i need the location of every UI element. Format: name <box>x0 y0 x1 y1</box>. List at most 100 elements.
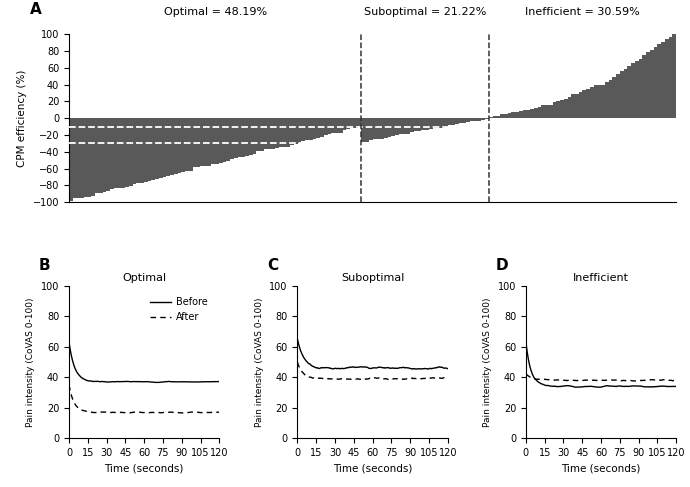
Bar <box>129 118 132 186</box>
Bar <box>193 118 197 168</box>
Bar <box>320 118 324 137</box>
Bar <box>69 118 72 201</box>
Y-axis label: CPM efficiency (%): CPM efficiency (%) <box>17 70 27 167</box>
Bar <box>178 118 181 173</box>
Y-axis label: Pain intensity (CoVAS 0-100): Pain intensity (CoVAS 0-100) <box>255 297 264 427</box>
Bar <box>185 118 189 171</box>
Bar <box>197 118 200 167</box>
Bar <box>477 118 482 121</box>
Bar <box>564 99 567 118</box>
Bar <box>549 105 553 118</box>
Bar <box>159 118 163 178</box>
Bar <box>144 118 148 182</box>
Bar <box>268 118 271 149</box>
Bar <box>504 114 508 118</box>
Bar <box>328 118 331 133</box>
Bar <box>155 118 159 179</box>
Bar <box>365 118 369 142</box>
Bar <box>410 118 414 132</box>
Bar <box>279 118 283 147</box>
Bar <box>163 118 166 177</box>
Bar <box>215 118 219 164</box>
Bar <box>376 118 380 139</box>
Bar <box>152 118 155 180</box>
Bar <box>275 118 279 149</box>
Bar <box>264 118 268 150</box>
Bar <box>444 118 448 127</box>
Text: Inefficient = 30.59%: Inefficient = 30.59% <box>525 7 640 17</box>
Bar <box>309 118 313 140</box>
Bar <box>500 114 504 118</box>
Bar <box>343 118 346 130</box>
Bar <box>395 118 399 135</box>
Text: Suboptimal = 21.22%: Suboptimal = 21.22% <box>364 7 486 17</box>
Bar <box>661 42 665 118</box>
Bar <box>620 71 624 118</box>
Bar <box>436 118 440 129</box>
Bar <box>433 118 436 129</box>
Bar <box>571 94 575 118</box>
Bar <box>174 118 178 174</box>
Bar <box>140 118 144 183</box>
Bar <box>88 118 92 197</box>
Bar <box>579 92 582 118</box>
Bar <box>72 118 77 198</box>
Bar <box>391 118 395 136</box>
Bar <box>125 118 129 187</box>
Bar <box>350 118 354 129</box>
Bar <box>189 118 193 171</box>
Bar <box>114 118 118 188</box>
Bar <box>422 118 425 130</box>
Bar <box>226 118 230 161</box>
Bar <box>283 118 286 147</box>
Bar <box>462 118 466 123</box>
Bar <box>92 118 95 196</box>
Y-axis label: Pain intensity (CoVAS 0-100): Pain intensity (CoVAS 0-100) <box>483 297 492 427</box>
Bar <box>286 118 290 147</box>
Bar <box>474 118 477 121</box>
Bar <box>647 52 650 118</box>
Bar <box>302 118 305 141</box>
Text: Optimal = 48.19%: Optimal = 48.19% <box>164 7 267 17</box>
Bar <box>428 118 433 129</box>
Bar <box>545 105 549 118</box>
Bar <box>511 112 515 118</box>
Bar <box>624 69 627 118</box>
Bar <box>335 118 339 133</box>
Text: C: C <box>268 258 279 273</box>
Bar <box>305 118 309 140</box>
X-axis label: Time (seconds): Time (seconds) <box>562 464 641 473</box>
Bar <box>373 118 376 139</box>
Bar <box>650 51 653 118</box>
Bar <box>223 118 226 162</box>
Bar <box>482 118 485 120</box>
Bar <box>489 117 493 118</box>
Bar <box>354 118 357 128</box>
Bar <box>208 118 211 166</box>
Bar <box>211 118 215 164</box>
Title: Inefficient: Inefficient <box>573 273 629 283</box>
Bar <box>459 118 462 123</box>
Bar <box>601 85 605 118</box>
Bar <box>496 115 500 118</box>
Bar <box>234 118 237 158</box>
Bar <box>249 118 253 155</box>
Bar <box>448 118 451 125</box>
Bar <box>384 118 388 138</box>
Text: B: B <box>39 258 50 273</box>
Bar <box>605 82 609 118</box>
Bar <box>417 118 422 131</box>
Y-axis label: Pain intensity (CoVAS 0-100): Pain intensity (CoVAS 0-100) <box>26 297 35 427</box>
Bar <box>99 118 103 192</box>
Bar <box>406 118 410 134</box>
Bar <box>665 39 669 118</box>
Bar <box>137 118 140 184</box>
Bar <box>642 56 647 118</box>
Bar <box>271 118 275 149</box>
Bar <box>631 63 635 118</box>
Bar <box>673 34 676 118</box>
Bar <box>598 85 601 118</box>
Bar <box>425 118 428 130</box>
Text: D: D <box>496 258 509 273</box>
Bar <box>388 118 391 137</box>
